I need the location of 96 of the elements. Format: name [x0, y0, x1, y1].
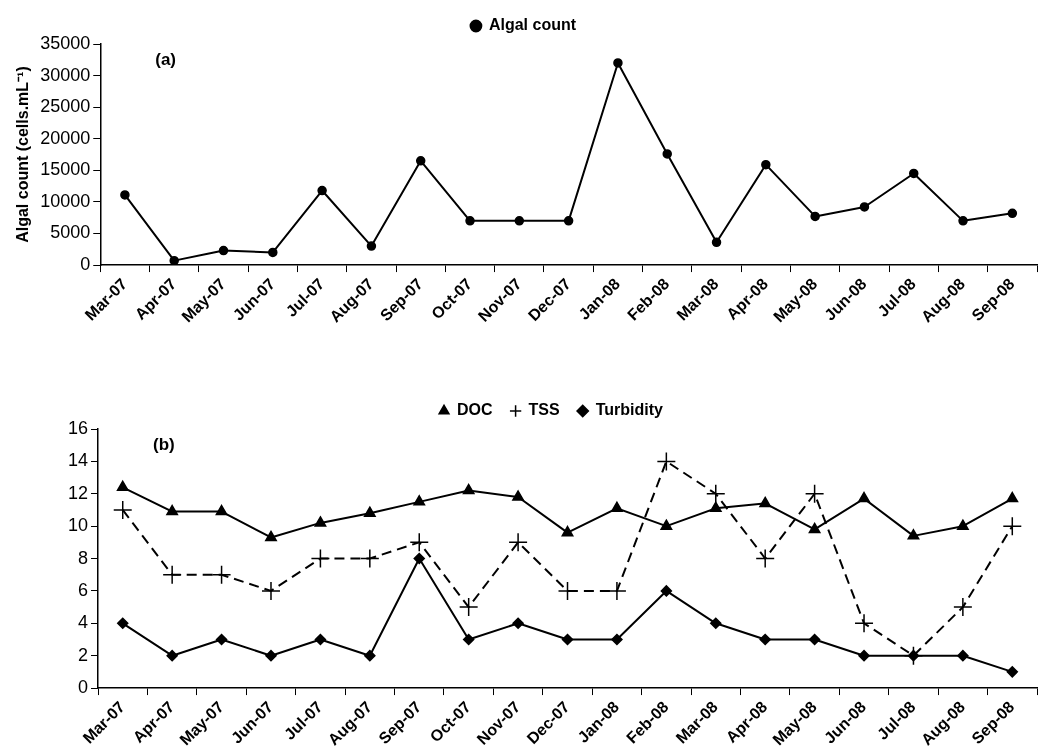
- point: [360, 548, 380, 569]
- point: [512, 490, 525, 501]
- point: [953, 597, 973, 617]
- point: [512, 617, 524, 630]
- point: [854, 613, 874, 634]
- point: [613, 58, 623, 68]
- y-tick-label: 4: [78, 612, 89, 633]
- y-tick-label: 0: [80, 254, 91, 275]
- point: [706, 484, 726, 504]
- point: [709, 501, 722, 513]
- y-tick-label: 12: [67, 482, 89, 503]
- annotation: (a): [155, 50, 177, 70]
- point: [265, 530, 277, 542]
- point: [1006, 666, 1019, 678]
- point: [804, 484, 825, 504]
- y-tick-label: 16: [67, 417, 89, 438]
- point: [858, 491, 870, 503]
- point: [956, 519, 969, 530]
- point: [166, 649, 178, 662]
- point: [908, 168, 919, 179]
- point: [215, 504, 228, 516]
- point: [656, 451, 677, 472]
- point: [514, 216, 525, 226]
- legend-label: DOC: [457, 401, 494, 419]
- point: [314, 516, 327, 527]
- point: [759, 633, 771, 646]
- point: [808, 522, 821, 534]
- point: [116, 617, 129, 630]
- point: [561, 633, 574, 646]
- point: [859, 202, 870, 212]
- point: [1007, 208, 1018, 219]
- point: [268, 247, 278, 258]
- y-tick-label: 14: [67, 450, 89, 471]
- point: [415, 156, 426, 166]
- point: [660, 519, 673, 530]
- point: [366, 241, 377, 251]
- point: [1006, 491, 1019, 503]
- point: [218, 245, 229, 256]
- point: [711, 237, 722, 248]
- legend-label: Algal count: [488, 16, 577, 34]
- point: [808, 633, 821, 646]
- point: [314, 633, 327, 646]
- y-tick-label: 10: [67, 515, 89, 536]
- point: [465, 216, 475, 226]
- point: [508, 532, 528, 553]
- point: [610, 501, 623, 513]
- y-tick-label: 30000: [40, 64, 91, 85]
- point: [409, 532, 429, 553]
- point: [413, 495, 426, 506]
- point: [112, 500, 133, 520]
- y-tick-label: 20000: [40, 127, 91, 148]
- point: [215, 633, 228, 646]
- point: [166, 504, 179, 516]
- point: [462, 483, 475, 495]
- y-tick-label: 8: [78, 547, 89, 568]
- y-tick-label: 5000: [50, 222, 91, 243]
- point: [1002, 516, 1023, 536]
- point: [563, 216, 574, 226]
- point: [907, 529, 920, 540]
- y-tick-label: 25000: [40, 96, 91, 117]
- point: [759, 496, 772, 508]
- legend-label: TSS: [528, 401, 561, 419]
- point: [211, 564, 232, 585]
- point: [120, 190, 130, 200]
- point: [761, 159, 771, 170]
- point: [317, 185, 327, 196]
- legend-label: Turbidity: [595, 401, 664, 419]
- point: [265, 649, 277, 662]
- y-tick-label: 0: [78, 677, 89, 698]
- point: [662, 149, 672, 159]
- y-axis-title: Algal count (cells.mL⁻¹): [14, 66, 32, 243]
- y-tick-label: 6: [78, 579, 89, 600]
- y-tick-label: 10000: [40, 190, 91, 211]
- point: [561, 525, 574, 537]
- annotation: (b): [153, 435, 175, 455]
- point: [310, 548, 331, 569]
- point: [458, 597, 479, 617]
- point: [755, 548, 775, 569]
- point: [363, 506, 376, 517]
- point: [611, 633, 623, 646]
- point: [462, 633, 475, 646]
- point: [607, 581, 627, 601]
- point: [660, 585, 673, 597]
- point: [413, 552, 425, 565]
- point: [858, 649, 870, 662]
- y-tick-label: 2: [78, 644, 89, 665]
- point: [957, 649, 969, 662]
- point: [710, 617, 722, 630]
- point: [810, 211, 820, 222]
- point: [364, 649, 376, 662]
- point: [162, 564, 182, 585]
- point: [116, 480, 129, 492]
- y-tick-label: 35000: [40, 32, 91, 53]
- point: [261, 581, 281, 601]
- y-tick-label: 15000: [40, 159, 91, 180]
- point: [958, 216, 968, 226]
